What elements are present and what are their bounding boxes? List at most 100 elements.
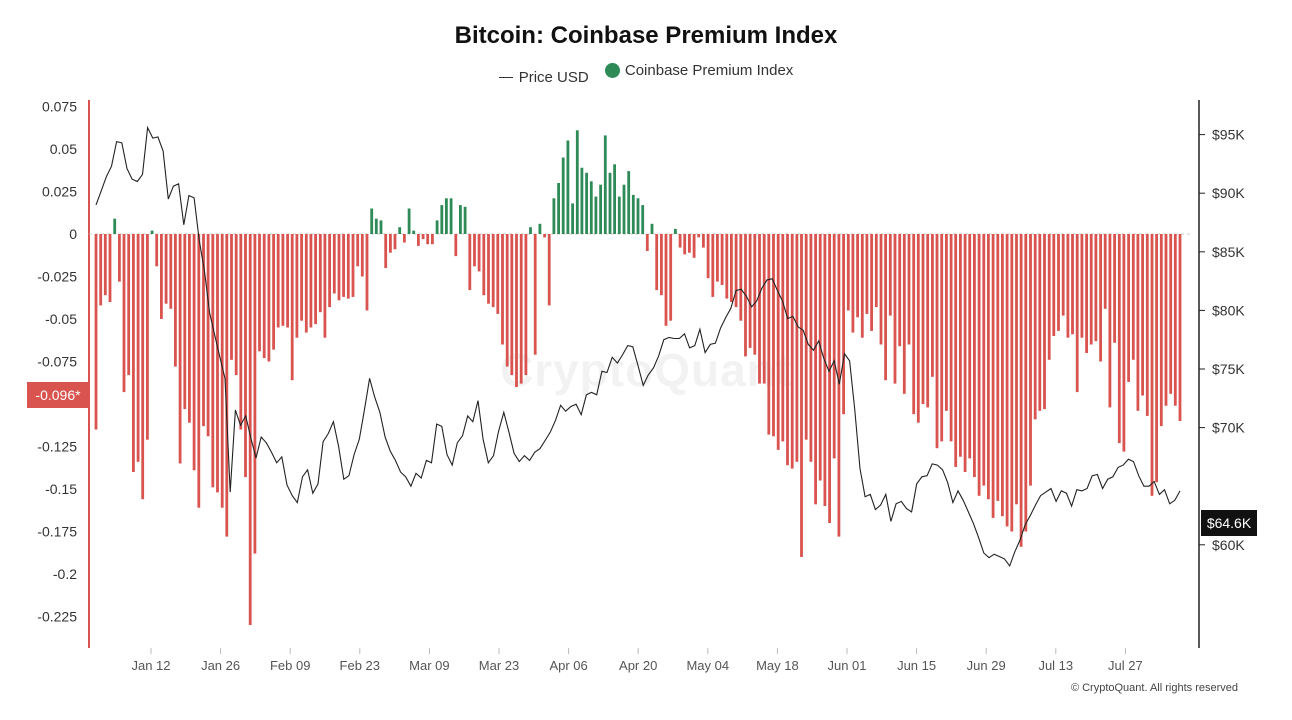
legend-item-price[interactable]: Price USD	[498, 69, 589, 86]
premium-bar	[477, 234, 481, 272]
premium-bar	[216, 234, 219, 493]
legend-label-price: Price USD	[518, 69, 589, 86]
premium-bar	[426, 234, 430, 245]
premium-bar	[435, 220, 439, 234]
premium-bar	[389, 234, 392, 253]
premium-bar	[150, 230, 154, 234]
premium-bar	[253, 234, 257, 554]
premium-bar	[1173, 234, 1177, 406]
premium-bar	[164, 234, 168, 304]
premium-bar	[463, 206, 467, 234]
y-right-ticks: $95K $90K $85K $80K $75K $70K $60K	[1199, 127, 1245, 553]
premium-bar	[1047, 234, 1051, 360]
premium-bar	[431, 234, 434, 245]
premium-bar	[571, 203, 574, 234]
premium-bar	[136, 234, 140, 462]
premium-bar	[1117, 234, 1121, 444]
y-left-ticks: 0.075 0.05 0.025 0 -0.025 -0.05 -0.075 -0.125 -0…	[37, 99, 77, 625]
premium-bar	[1019, 234, 1023, 547]
premium-bar	[818, 234, 822, 481]
premium-bar	[160, 234, 163, 319]
premium-bar	[828, 234, 831, 523]
premium-bar	[940, 234, 944, 442]
premium-bar	[856, 234, 859, 318]
premium-bar	[585, 172, 588, 234]
premium-bar	[501, 234, 504, 345]
premium-bar	[603, 135, 607, 234]
premium-bar	[734, 234, 738, 308]
premium-bar	[374, 218, 378, 234]
premium-bar	[183, 234, 187, 410]
y-left-tick-label: -0.125	[37, 439, 77, 455]
current-price-tag: $64.6K	[1201, 510, 1257, 536]
premium-bar	[1085, 234, 1088, 353]
premium-bar	[786, 234, 789, 466]
premium-bar	[912, 234, 916, 415]
premium-bar	[225, 234, 229, 537]
premium-bar	[188, 234, 191, 423]
premium-bar	[1164, 234, 1168, 406]
premium-bar	[1029, 234, 1032, 486]
premium-bar	[290, 234, 294, 381]
premium-bar	[1141, 234, 1144, 396]
premium-bar	[575, 130, 579, 234]
premium-bar	[132, 234, 135, 472]
premium-bar	[1052, 234, 1056, 336]
premium-bar	[1178, 234, 1182, 421]
y-left-tick-label: -0.075	[37, 354, 77, 370]
y-left-tick-label: -0.05	[45, 311, 77, 327]
premium-bar	[552, 198, 556, 234]
premium-bar	[351, 234, 355, 297]
premium-bar	[272, 234, 275, 350]
premium-bar	[561, 157, 565, 234]
premium-bar	[678, 234, 682, 248]
premium-bar	[860, 234, 864, 338]
premium-bar	[146, 234, 149, 440]
premium-bar	[996, 234, 1000, 501]
premium-bar	[482, 234, 486, 296]
premium-bar	[328, 234, 331, 308]
premium-bar	[650, 223, 654, 234]
premium-bar	[1159, 234, 1163, 427]
premium-bar	[169, 234, 173, 309]
y-right-tick-label: $85K	[1212, 244, 1245, 260]
premium-bar	[1094, 234, 1098, 342]
y-right-tick-label: $60K	[1212, 537, 1245, 553]
premium-bar	[505, 234, 509, 367]
premium-bar	[99, 234, 103, 306]
y-left-tick-label: -0.2	[53, 566, 77, 582]
premium-bar	[529, 227, 532, 234]
y-left-tick-label: 0.075	[42, 99, 77, 115]
premium-bar	[230, 234, 233, 360]
premium-bar	[244, 234, 247, 478]
premium-bar	[804, 234, 808, 440]
premium-bar	[977, 234, 981, 496]
line-swatch-icon	[498, 77, 513, 78]
premium-bar	[674, 228, 677, 234]
premium-bar	[1024, 234, 1028, 532]
y-left-tick-label: -0.225	[37, 609, 77, 625]
premium-bar	[342, 234, 345, 297]
x-tick-label: Jun 29	[967, 658, 1006, 673]
premium-bar	[781, 234, 785, 442]
premium-bar	[753, 234, 757, 355]
premium-bar	[398, 227, 402, 234]
premium-bar	[645, 234, 649, 251]
bars-group	[94, 130, 1182, 625]
premium-bar	[1066, 234, 1070, 338]
premium-bar	[267, 234, 271, 362]
premium-bar	[393, 234, 397, 250]
premium-bar	[846, 234, 850, 311]
premium-bar	[758, 234, 761, 384]
premium-bar	[1033, 234, 1037, 420]
dot-swatch-icon	[604, 63, 620, 78]
premium-bar	[295, 234, 299, 338]
x-tick-label: May 04	[686, 658, 729, 673]
premium-bar	[711, 234, 715, 297]
x-tick-label: Jun 15	[897, 658, 936, 673]
premium-bar	[641, 205, 645, 234]
legend-item-premium[interactable]: Coinbase Premium Index	[604, 62, 793, 79]
premium-bar	[599, 184, 602, 234]
premium-bar	[515, 234, 518, 387]
premium-bar	[692, 234, 696, 258]
